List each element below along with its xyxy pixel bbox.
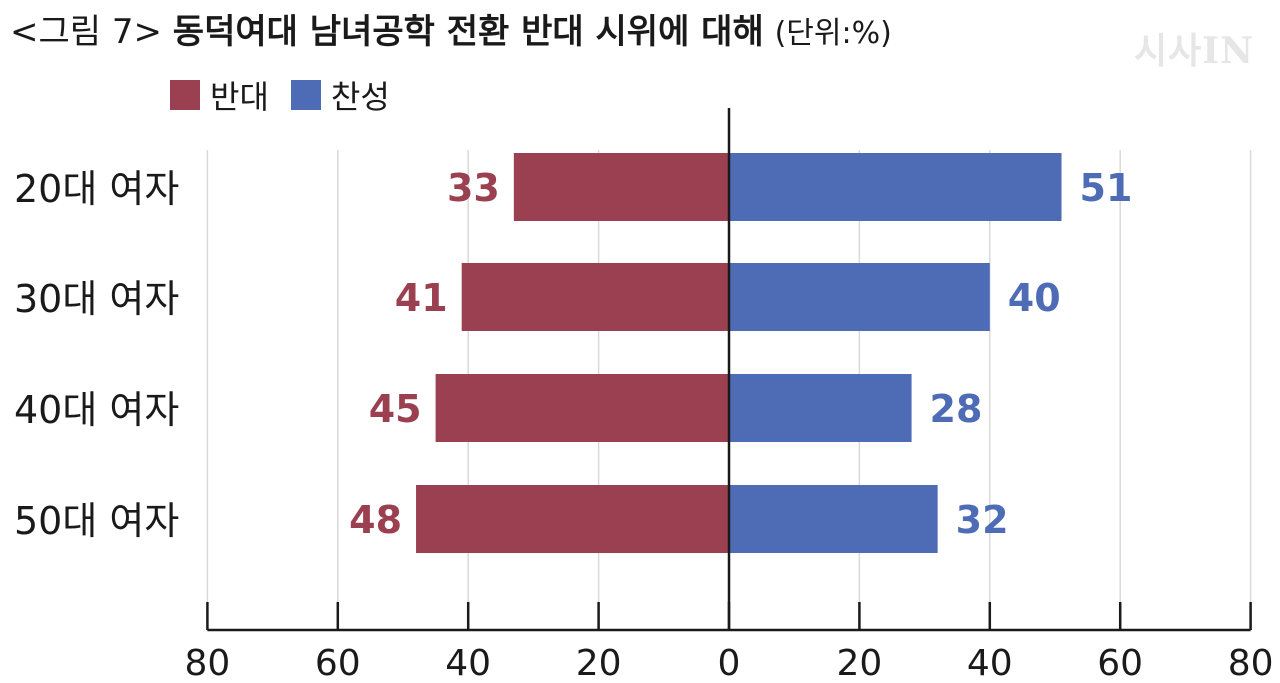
bar-oppose bbox=[435, 374, 729, 442]
bar-oppose bbox=[513, 153, 729, 221]
bar-support bbox=[729, 263, 990, 331]
data-label-support: 28 bbox=[930, 387, 983, 431]
data-label-oppose: 45 bbox=[369, 387, 422, 431]
data-label-oppose: 41 bbox=[395, 276, 448, 320]
bar-oppose bbox=[461, 263, 729, 331]
x-tick-label: 40 bbox=[445, 643, 491, 683]
bar-support bbox=[729, 153, 1062, 221]
chart-title-main: 동덕여대 남녀공학 전환 반대 시위에 대해 bbox=[172, 12, 764, 52]
data-label-support: 40 bbox=[1008, 276, 1061, 320]
x-tick-label: 20 bbox=[836, 643, 882, 683]
chart-title: <그림 7> 동덕여대 남녀공학 전환 반대 시위에 대해 (단위:%) bbox=[10, 4, 892, 53]
bar-support bbox=[729, 374, 912, 442]
publisher-logo: 시사IN bbox=[1134, 30, 1254, 72]
x-tick-label: 60 bbox=[315, 643, 361, 683]
data-label-oppose: 33 bbox=[447, 166, 500, 210]
data-label-support: 32 bbox=[956, 498, 1009, 542]
legend-swatch-support bbox=[290, 80, 321, 110]
category-label: 40대 여자 bbox=[14, 388, 179, 432]
data-label-support: 51 bbox=[1080, 166, 1133, 210]
category-label: 30대 여자 bbox=[14, 277, 179, 321]
bar-support bbox=[729, 485, 938, 553]
x-tick-label: 20 bbox=[576, 643, 622, 683]
legend-swatch-oppose bbox=[170, 80, 200, 110]
legend-label-oppose: 반대 bbox=[210, 78, 269, 116]
unit-label: (단위:%) bbox=[774, 16, 892, 51]
x-tick-label: 80 bbox=[1228, 643, 1274, 683]
legend-item-oppose: 반대 bbox=[170, 72, 269, 118]
legend-item-support: 찬성 bbox=[290, 72, 390, 118]
x-tick-label: 80 bbox=[184, 643, 230, 683]
figure-number: <그림 7> bbox=[10, 12, 162, 52]
category-label: 20대 여자 bbox=[14, 167, 179, 211]
category-label: 50대 여자 bbox=[14, 499, 179, 543]
bar-oppose bbox=[416, 485, 729, 553]
x-tick-label: 0 bbox=[718, 643, 741, 683]
x-tick-label: 40 bbox=[967, 643, 1013, 683]
data-label-oppose: 48 bbox=[349, 498, 402, 542]
x-tick-label: 60 bbox=[1097, 643, 1143, 683]
legend-label-support: 찬성 bbox=[330, 78, 390, 116]
legend: 반대 찬성 bbox=[170, 72, 412, 118]
